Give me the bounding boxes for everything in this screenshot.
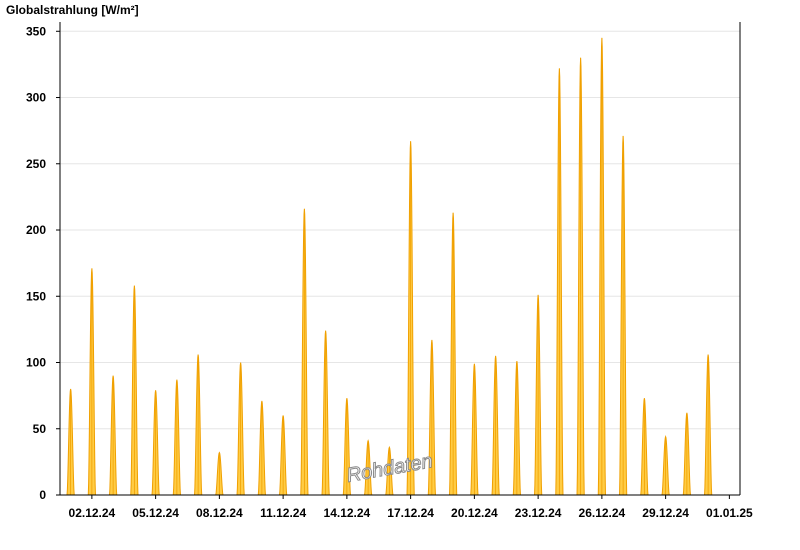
daily-radiation-peak <box>172 379 181 496</box>
peak-line <box>406 141 415 496</box>
x-tick-label: 26.12.24 <box>579 506 626 520</box>
daily-radiation-peak <box>130 285 139 496</box>
daily-radiation-peak <box>682 412 691 496</box>
peak-line <box>619 135 628 496</box>
grid-lines <box>60 30 740 430</box>
daily-radiation-peak <box>321 330 330 496</box>
daily-radiation-peak <box>491 355 500 496</box>
x-tick-label: 20.12.24 <box>451 506 498 520</box>
peak-line <box>512 361 521 496</box>
daily-radiation-peak <box>512 361 521 496</box>
daily-radiation-peak <box>470 363 479 496</box>
daily-radiation-peak <box>427 339 436 496</box>
y-tick-label: 150 <box>26 289 46 303</box>
daily-radiation-peak <box>342 398 351 496</box>
daily-radiation-peak <box>87 268 96 496</box>
y-tick-label: 0 <box>39 488 46 502</box>
x-tick-label: 05.12.24 <box>132 506 179 520</box>
daily-radiation-peak <box>385 445 394 496</box>
daily-radiation-peak <box>449 212 458 496</box>
daily-radiation-peak <box>236 362 245 496</box>
axes <box>59 22 741 496</box>
peak-line <box>151 390 160 496</box>
daily-radiation-peak <box>109 375 118 496</box>
daily-radiation-peak <box>66 388 75 496</box>
x-tick-label: 11.12.24 <box>260 506 306 520</box>
peak-line <box>491 355 500 496</box>
daily-radiation-peak <box>534 294 543 496</box>
peak-line <box>555 68 564 496</box>
x-tick-label: 23.12.24 <box>515 506 562 520</box>
daily-radiation-peak <box>300 208 309 496</box>
y-tick-label: 350 <box>26 24 46 38</box>
y-ticks: 0 50 100 150 200 250 300 350 <box>26 24 60 502</box>
x-tick-label: 29.12.24 <box>642 506 689 520</box>
daily-radiation-peak <box>661 435 670 496</box>
x-tick-label: 01.01.25 <box>706 506 753 520</box>
peak-line <box>172 379 181 496</box>
y-axis-title: Globalstrahlung [W/m²] <box>6 3 139 17</box>
daily-radiation-peak <box>555 68 564 496</box>
y-tick-label: 50 <box>33 422 47 436</box>
peak-line <box>661 435 670 496</box>
peak-line <box>640 398 649 496</box>
daily-radiation-peak <box>215 451 224 496</box>
peak-line <box>342 398 351 496</box>
daily-radiation-peak <box>257 400 266 496</box>
peak-line <box>427 339 436 496</box>
daily-radiation-peak <box>619 135 628 496</box>
peak-line <box>682 412 691 496</box>
peak-line <box>385 445 394 496</box>
daily-radiation-peak <box>576 57 585 496</box>
peak-line <box>470 363 479 496</box>
y-tick-label: 300 <box>26 91 46 105</box>
x-tick-label: 14.12.24 <box>324 506 371 520</box>
daily-radiation-peak <box>597 37 606 496</box>
peak-line <box>215 451 224 496</box>
daily-radiation-peak <box>194 354 203 496</box>
peak-line <box>576 57 585 496</box>
x-ticks: 02.12.24 05.12.24 08.12.24 11.12.24 14.12.24… <box>69 495 753 520</box>
peak-line <box>279 415 288 496</box>
x-tick-label: 17.12.24 <box>387 506 434 520</box>
peak-line <box>130 285 139 496</box>
x-tick-label: 02.12.24 <box>69 506 116 520</box>
daily-radiation-peak <box>704 354 713 496</box>
x-tick-label: 08.12.24 <box>196 506 243 520</box>
y-tick-label: 200 <box>26 223 46 237</box>
y-tick-label: 100 <box>26 356 46 370</box>
daily-radiation-peak <box>364 439 373 496</box>
daily-radiation-peak <box>640 398 649 496</box>
data-marks <box>66 37 713 496</box>
daily-radiation-peak <box>151 390 160 496</box>
daily-radiation-peak <box>279 415 288 496</box>
daily-radiation-peak <box>406 141 415 496</box>
y-tick-label: 250 <box>26 157 46 171</box>
